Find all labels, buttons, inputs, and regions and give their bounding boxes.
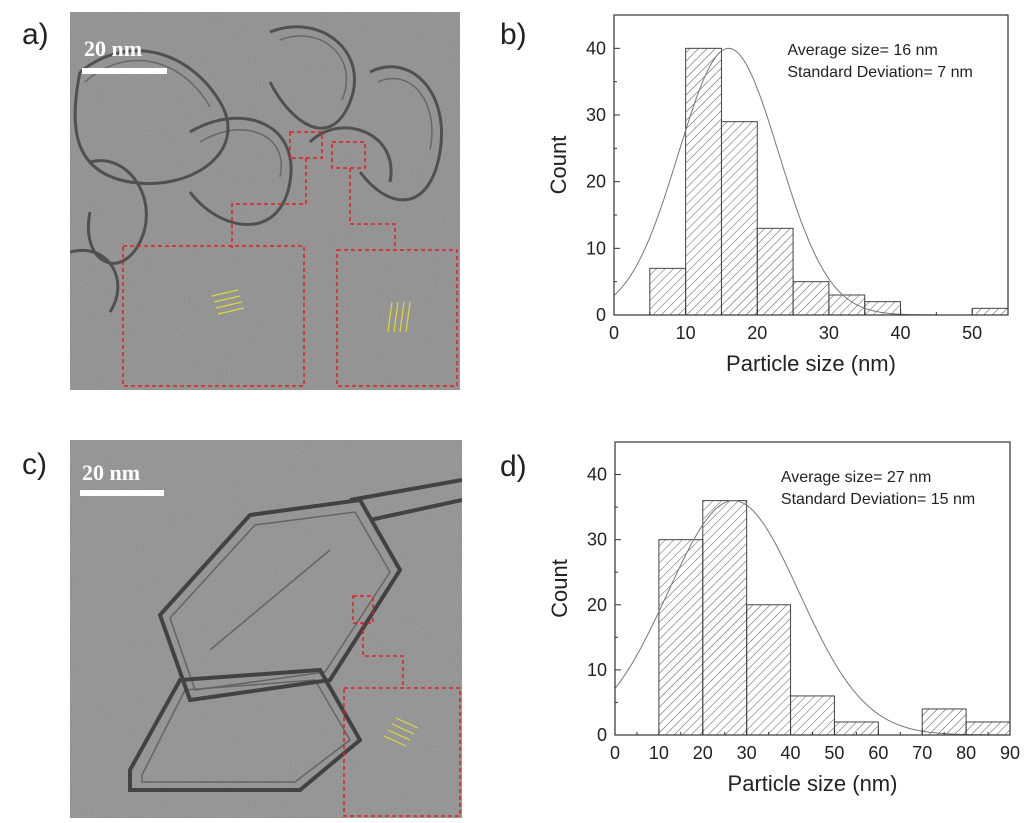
scale-bar-c [80, 490, 164, 496]
histogram-bar [649, 267, 687, 316]
x-tick-label: 50 [824, 743, 844, 763]
tem-texture-a [70, 12, 460, 390]
gaussian-fit-curve [613, 47, 1008, 316]
x-tick-label: 20 [693, 743, 713, 763]
x-tick-label: 10 [649, 743, 669, 763]
histogram-bar [792, 281, 830, 316]
panel-label-b: b) [500, 18, 527, 51]
annotation-text: Standard Deviation= 7 nm [787, 64, 972, 81]
scale-bar-label-a: 20 nm [84, 36, 143, 61]
x-tick-label: 90 [1000, 743, 1020, 763]
x-tick-label: 30 [737, 743, 757, 763]
histogram-bar [685, 47, 722, 316]
tem-image-c: 20 nm [70, 440, 462, 818]
scale-bar-label-c: 20 nm [82, 460, 141, 485]
histogram-bar [828, 294, 866, 316]
tem-image-a: 20 nm [70, 12, 460, 390]
x-tick-label: 70 [912, 743, 932, 763]
histogram-bar [746, 604, 792, 736]
panel-label-c: c) [22, 448, 47, 481]
x-tick-label: 0 [609, 323, 619, 343]
x-tick-label: 40 [891, 323, 911, 343]
plot-frame [614, 441, 1011, 736]
histogram-bar [921, 708, 967, 736]
x-tick-label: 50 [962, 323, 982, 343]
y-tick-label: 20 [586, 172, 606, 192]
y-tick-label: 40 [587, 465, 607, 485]
panel-label-a: a) [22, 18, 49, 51]
y-tick-label: 0 [597, 725, 607, 745]
panel-label-d: d) [500, 450, 527, 483]
inset-overlay-c [343, 595, 461, 817]
x-tick-label: 60 [868, 743, 888, 763]
plot-frame [613, 14, 1009, 316]
y-axis-label: Count [547, 559, 572, 618]
y-tick-label: 40 [586, 38, 606, 58]
annotation-text: Average size= 27 nm [781, 469, 931, 486]
scale-bar-a [82, 68, 167, 74]
histogram-bar [965, 721, 1011, 736]
x-tick-label: 80 [956, 743, 976, 763]
x-tick-label: 40 [781, 743, 801, 763]
histogram-bar [864, 301, 902, 316]
x-tick-label: 30 [819, 323, 839, 343]
tem-texture-c [70, 440, 462, 818]
histogram-bar [833, 721, 879, 736]
histogram-bar [720, 121, 758, 316]
gaussian-fit-curve [614, 500, 1010, 736]
histogram-bar [702, 500, 748, 736]
x-axis-label: Particle size (nm) [726, 351, 896, 376]
y-axis-label: Count [546, 136, 571, 195]
histogram-bar [658, 539, 704, 736]
y-tick-label: 0 [596, 305, 606, 325]
y-tick-label: 10 [587, 660, 607, 680]
inset-overlay-a [122, 131, 458, 387]
x-axis-label: Particle size (nm) [728, 771, 898, 796]
histogram-bar [790, 695, 835, 736]
x-tick-label: 10 [676, 323, 696, 343]
x-tick-label: 0 [610, 743, 620, 763]
y-tick-label: 20 [587, 595, 607, 615]
annotation-text: Standard Deviation= 15 nm [781, 491, 975, 508]
y-tick-label: 10 [586, 238, 606, 258]
y-tick-label: 30 [586, 105, 606, 125]
x-tick-label: 20 [747, 323, 767, 343]
histogram-bar [756, 227, 794, 316]
annotation-text: Average size= 16 nm [787, 42, 937, 59]
histogram-bar [971, 307, 1009, 316]
y-tick-label: 30 [587, 530, 607, 550]
